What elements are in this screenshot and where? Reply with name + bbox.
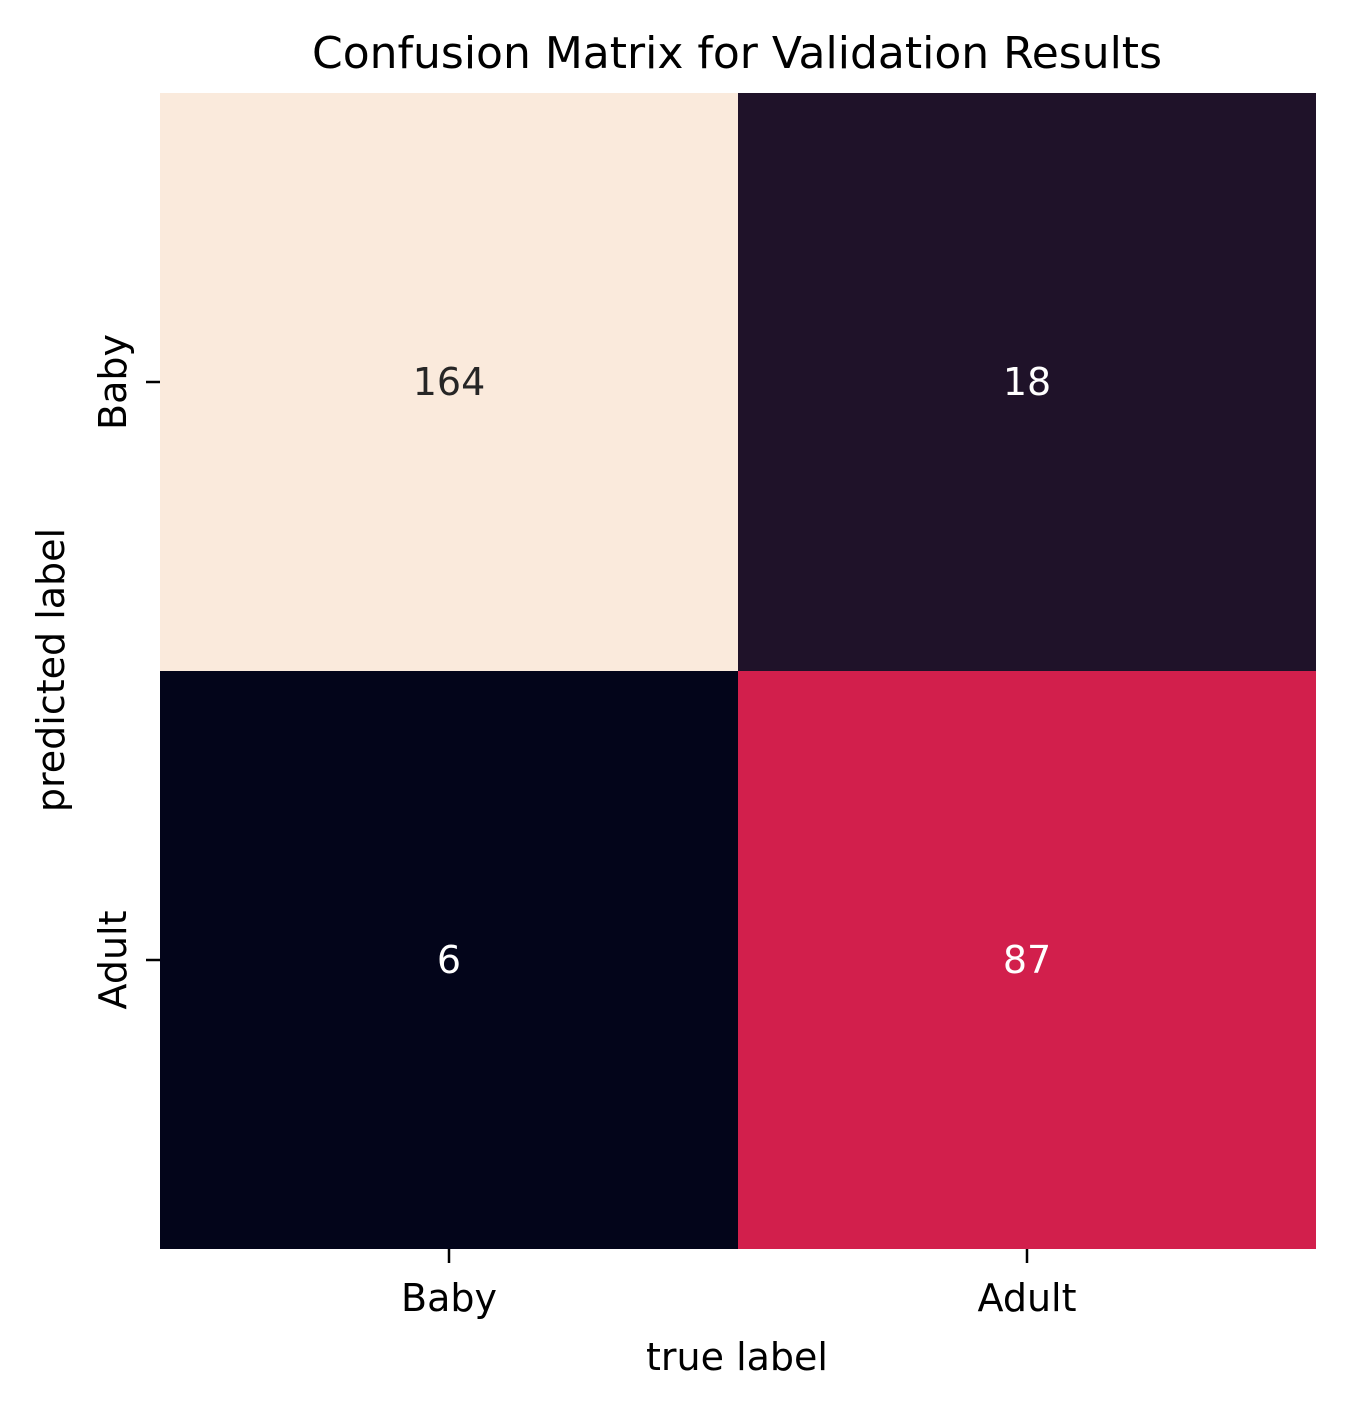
x-axis-ticks: Baby Adult [401,1249,1077,1320]
heatmap-cell-0-0 [160,93,738,671]
heatmap-cell-value-0-1: 18 [1003,360,1051,404]
heatmap-cell-value-1-0: 6 [437,938,461,982]
heatmap-cell-1-0 [160,671,738,1249]
heatmap-cell-1-1 [738,671,1316,1249]
heatmap-cells [160,93,1316,1249]
y-tick-label-1: Adult [91,911,135,1010]
chart-title: Confusion Matrix for Validation Results [312,28,1162,79]
y-axis-label: predicted label [29,528,73,812]
x-axis-label: true label [646,1335,828,1379]
heatmap-cell-value-0-0: 164 [413,360,486,404]
heatmap-cell-labels: 164 18 6 87 [413,360,1051,982]
heatmap-cell-0-1 [738,93,1316,671]
x-tick-label-0: Baby [401,1276,497,1320]
x-tick-label-1: Adult [978,1276,1077,1320]
y-axis-ticks: Baby Adult [91,334,160,1010]
y-tick-label-0: Baby [91,334,135,430]
heatmap-cell-value-1-1: 87 [1003,938,1051,982]
